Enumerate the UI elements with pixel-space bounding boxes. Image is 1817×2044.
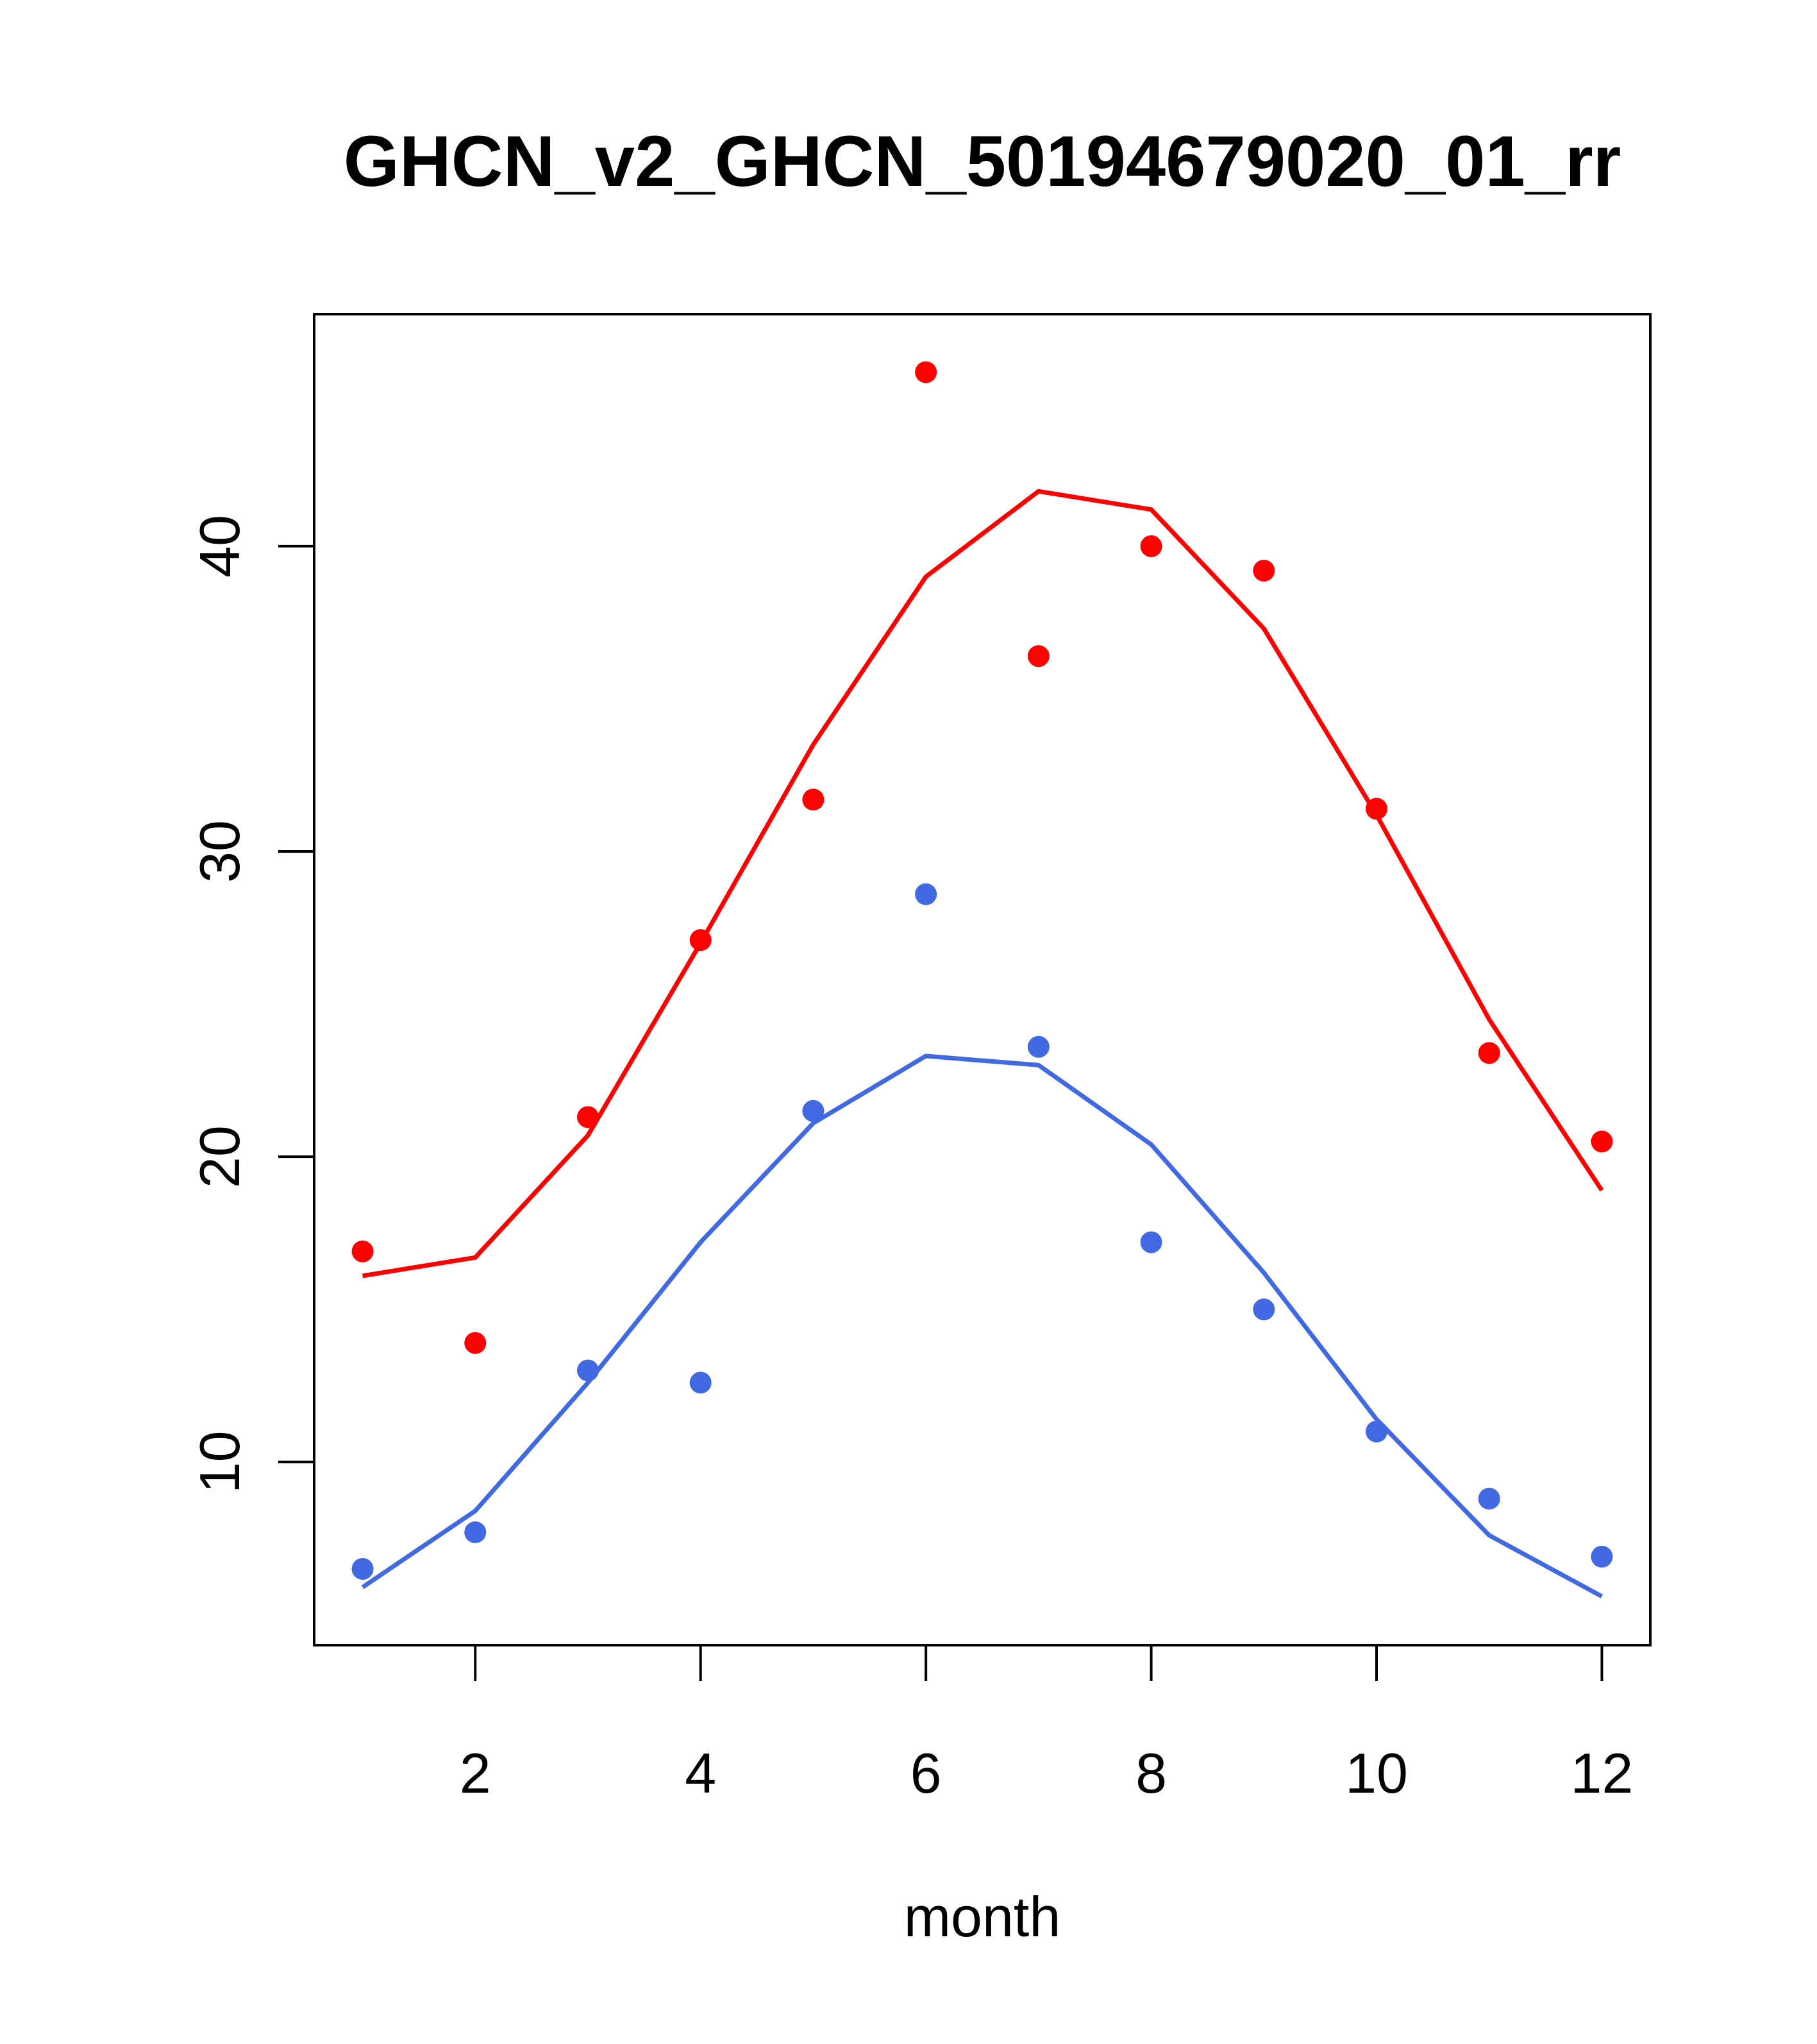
series-0-point bbox=[576, 1106, 599, 1128]
series-layer bbox=[351, 361, 1613, 1598]
y-tick-label: 10 bbox=[188, 1430, 251, 1493]
series-0-point bbox=[802, 789, 825, 811]
series-1-point bbox=[1591, 1545, 1613, 1568]
y-tick-label: 40 bbox=[188, 515, 251, 578]
x-axis: 2 4 6 8 10 12 bbox=[460, 1644, 1633, 1805]
x-tick-label: 8 bbox=[1135, 1741, 1167, 1805]
y-tick-label: 30 bbox=[188, 820, 251, 883]
series-1-point bbox=[464, 1521, 487, 1543]
series-0-point bbox=[1591, 1130, 1613, 1153]
series-1-point bbox=[1478, 1487, 1500, 1510]
series-1-point bbox=[802, 1100, 825, 1122]
series-0-point bbox=[464, 1332, 487, 1354]
series-0-point bbox=[1140, 535, 1162, 557]
series-1-point bbox=[1140, 1231, 1162, 1253]
x-tick-label: 12 bbox=[1570, 1741, 1633, 1805]
series-0-fit-line bbox=[362, 489, 1604, 1278]
series-0-point bbox=[1478, 1042, 1500, 1064]
series-0-point bbox=[689, 929, 712, 951]
chart-title: GHCN_v2_GHCN_50194679020_01_rr bbox=[344, 121, 1621, 201]
x-tick-label: 4 bbox=[685, 1741, 716, 1805]
y-axis: 10 20 30 40 bbox=[188, 515, 315, 1493]
x-tick-label: 6 bbox=[910, 1741, 942, 1805]
y-tick-label: 20 bbox=[188, 1125, 251, 1188]
plot-frame bbox=[313, 313, 1652, 1646]
series-1-point bbox=[915, 883, 937, 905]
series-0-point bbox=[1027, 645, 1050, 667]
series-0-point bbox=[351, 1240, 374, 1262]
x-tick-label: 2 bbox=[460, 1741, 491, 1805]
x-tick-label: 10 bbox=[1345, 1741, 1408, 1805]
series-1-point bbox=[576, 1359, 599, 1382]
series-1-point bbox=[1253, 1298, 1275, 1321]
series-1-point bbox=[351, 1557, 374, 1580]
x-axis-label: month bbox=[904, 1885, 1061, 1948]
series-0-point bbox=[915, 361, 937, 383]
series-0-point bbox=[1366, 798, 1388, 820]
series-1-point bbox=[1027, 1035, 1050, 1058]
series-1-point bbox=[689, 1371, 712, 1394]
series-0-point bbox=[1253, 559, 1275, 582]
series-1-point bbox=[1366, 1420, 1388, 1443]
series-1-fit-line bbox=[361, 1053, 1603, 1598]
